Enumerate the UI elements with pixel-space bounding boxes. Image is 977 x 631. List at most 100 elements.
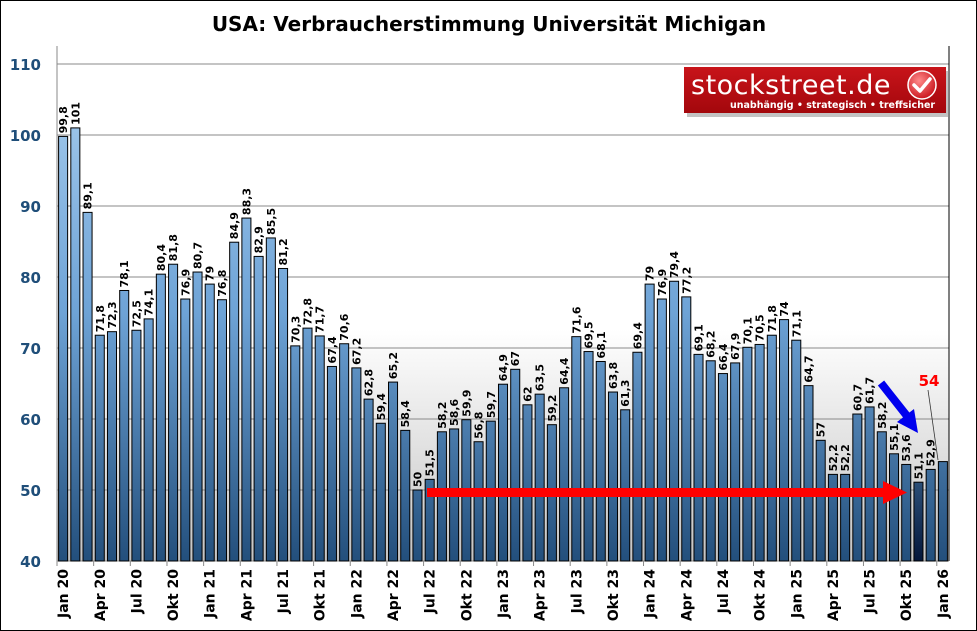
bar	[412, 489, 423, 562]
data-label: 67,2	[350, 338, 363, 365]
bar	[155, 273, 166, 562]
bar	[754, 343, 765, 562]
bar	[766, 334, 777, 562]
bar	[70, 127, 81, 562]
x-tick-label: Apr 22	[386, 569, 402, 621]
x-tick-label: Jul 20	[129, 569, 145, 615]
checkmark-icon	[907, 70, 937, 100]
bar	[620, 409, 631, 562]
bar	[852, 413, 863, 562]
data-label: 68,1	[595, 331, 608, 358]
y-axis-labels: 40 50 60 70 80 90 100 110	[10, 56, 41, 571]
data-label: 72,8	[301, 298, 314, 325]
bar	[656, 298, 667, 562]
x-tick-label: Jul 21	[276, 569, 292, 614]
x-tick-label: Jan 23	[496, 569, 512, 619]
data-label: 58,4	[399, 400, 412, 427]
bar	[607, 391, 618, 562]
data-label: 52,2	[827, 444, 840, 471]
bar	[497, 383, 509, 562]
logo-tagline: unabhängig • strategisch • treffsicher	[730, 100, 935, 111]
data-label: 63,5	[534, 364, 547, 391]
bar	[901, 463, 912, 562]
data-label: 101	[69, 102, 82, 125]
bar	[375, 422, 386, 562]
x-tick-label: Okt 20	[166, 569, 182, 622]
data-label: 64,7	[802, 355, 815, 382]
bar	[510, 368, 521, 562]
bar	[204, 283, 215, 562]
data-label: 52,2	[839, 444, 852, 471]
bar	[571, 336, 582, 562]
bar	[644, 283, 655, 562]
bar	[913, 481, 924, 562]
bar	[864, 406, 875, 562]
bar	[400, 429, 411, 562]
data-label: 71,6	[570, 306, 583, 333]
data-label: 71,8	[766, 305, 779, 332]
last-value-label: 54	[919, 372, 940, 390]
bar	[229, 241, 240, 562]
data-label: 89,1	[82, 182, 95, 209]
bar	[363, 398, 374, 562]
data-label: 56,8	[473, 412, 486, 439]
data-label: 79,4	[668, 251, 681, 278]
bar	[278, 267, 289, 562]
y-tick-label: 80	[20, 269, 41, 287]
bar	[681, 296, 692, 562]
data-label: 51,1	[912, 452, 925, 479]
bar	[669, 280, 680, 562]
data-label: 64,9	[497, 354, 510, 381]
bar	[119, 289, 130, 562]
y-tick-label: 100	[10, 127, 41, 145]
x-tick-label: Jan 26	[936, 569, 952, 619]
data-label: 72,5	[130, 300, 143, 327]
data-label: 76,9	[179, 269, 192, 296]
bar	[827, 473, 838, 562]
data-label: 69,1	[693, 324, 706, 351]
bar	[473, 441, 484, 562]
data-label: 51,5	[424, 449, 437, 476]
data-label: 82,9	[253, 226, 266, 253]
x-axis-labels: Jan 20 Apr 20 Jul 20 Okt 20 Jan 21 Apr 21 Jul …	[56, 561, 952, 621]
bar	[693, 353, 704, 562]
x-tick-label: Okt 21	[313, 569, 329, 621]
bar	[779, 319, 790, 562]
y-tick-label: 40	[20, 553, 41, 571]
x-tick-label: Jan 20	[56, 569, 72, 619]
data-label: 58,6	[448, 398, 461, 425]
bar	[717, 373, 728, 562]
data-label: 79	[644, 266, 657, 281]
x-tick-label: Jul 23	[569, 569, 585, 614]
chart-title: USA: Verbraucherstimmung Universität Mic…	[212, 12, 766, 36]
last-value-leader	[927, 389, 939, 461]
x-tick-label: Apr 20	[93, 569, 109, 621]
data-label: 55,1	[888, 424, 901, 451]
data-label: 64,4	[558, 357, 571, 384]
bar	[388, 381, 399, 562]
data-label: 76,8	[216, 270, 229, 297]
data-label: 84,9	[228, 212, 241, 239]
bar	[241, 217, 252, 562]
bar	[534, 393, 545, 562]
bar	[424, 478, 435, 562]
data-label: 71,1	[790, 310, 803, 337]
y-tick-label: 50	[20, 482, 41, 500]
bar	[180, 298, 191, 562]
bar	[302, 327, 313, 562]
bar	[815, 439, 826, 562]
bar	[791, 339, 802, 562]
bar	[803, 385, 814, 562]
data-label: 62	[521, 386, 534, 401]
data-label: 59,9	[460, 390, 473, 417]
data-label: 77,2	[680, 267, 693, 294]
x-tick-label: Apr 25	[826, 569, 842, 621]
x-tick-label: Jan 21	[203, 569, 219, 619]
data-label: 88,3	[240, 188, 253, 215]
data-label: 63,8	[607, 362, 620, 389]
data-label: 80,7	[192, 242, 205, 269]
bar	[339, 343, 350, 562]
bar	[583, 351, 594, 562]
